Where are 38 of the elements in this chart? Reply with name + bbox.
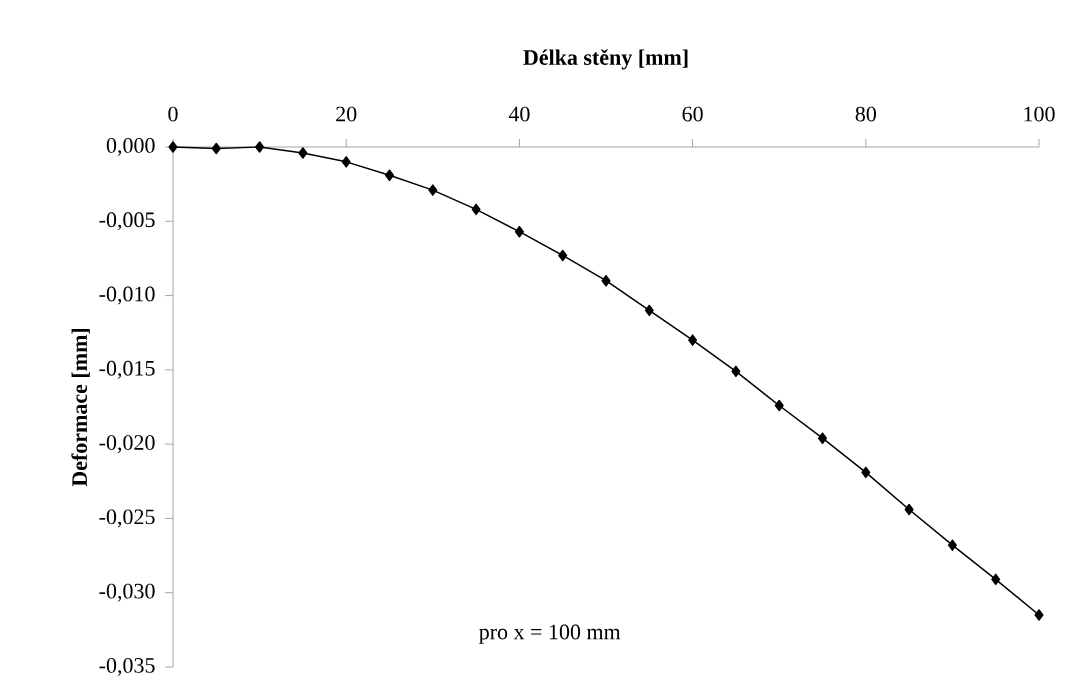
x-tick-label: 0 [168, 106, 178, 122]
point [861, 466, 871, 479]
point [298, 147, 308, 159]
point [991, 573, 1001, 586]
y-tick-label: -0,030 [99, 583, 155, 602]
y-tick-label: -0,020 [99, 435, 155, 454]
point [211, 142, 221, 155]
point [168, 141, 178, 153]
point [818, 432, 828, 444]
y-tick-label: -0,035 [99, 658, 155, 677]
point [514, 225, 524, 238]
x-tick-label: 100 [1024, 106, 1055, 122]
x-tick-label: 20 [336, 106, 357, 122]
y-tick-label: -0,015 [99, 360, 155, 379]
point [558, 249, 568, 262]
point [385, 169, 394, 181]
point [1034, 609, 1044, 621]
point [428, 184, 438, 196]
point [471, 203, 481, 216]
annotation: pro x = 100 mm [479, 624, 621, 644]
x-tick-label: 40 [508, 106, 530, 122]
point [947, 539, 957, 551]
x-axis-title: Délka stěny [mm] [523, 49, 688, 70]
y-tick-label: -0,005 [99, 212, 155, 231]
x-tick-label: 60 [682, 106, 703, 122]
y-tick-label: 0,000 [106, 138, 155, 157]
point [255, 141, 265, 153]
point [904, 503, 914, 516]
point [341, 156, 351, 168]
point [731, 365, 741, 378]
point [601, 274, 611, 287]
y-tick-label: -0,025 [99, 509, 155, 528]
x-tick-label: 80 [855, 106, 876, 122]
y-tick-label: -0,010 [99, 286, 155, 305]
y-axis-title: Deformace [mm] [71, 328, 90, 487]
point [644, 304, 654, 317]
point [688, 334, 698, 346]
point [774, 399, 784, 412]
